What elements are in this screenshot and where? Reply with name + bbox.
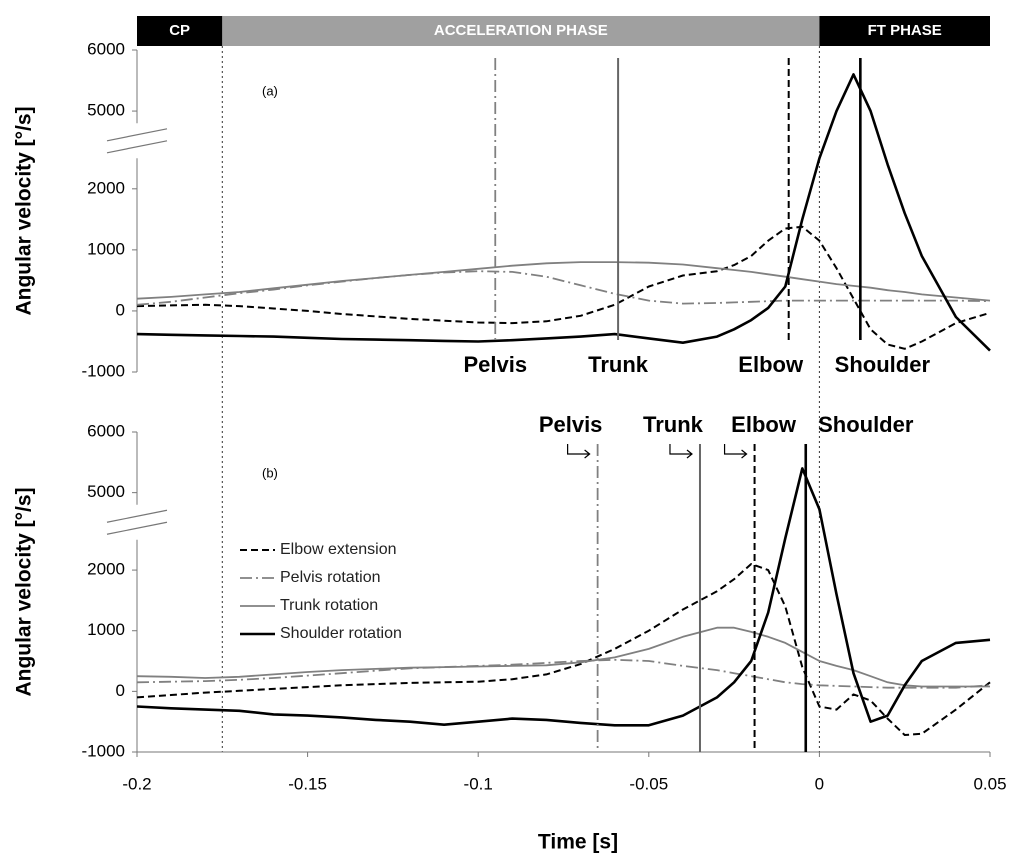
y-tick-label: 0	[116, 681, 125, 700]
y-tick-label: -1000	[82, 741, 125, 760]
peak-label: Shoulder	[818, 412, 914, 437]
series-line	[136, 73, 991, 352]
x-tick-label: -0.1	[464, 774, 493, 793]
axis-break-mark	[106, 509, 168, 523]
phase-block	[137, 16, 223, 46]
phase-label: ACCELERATION PHASE	[434, 22, 608, 39]
y-tick-label: 6000	[87, 421, 125, 440]
x-axis-label: Time [s]	[538, 831, 618, 854]
phase-label: FT PHASE	[868, 22, 942, 39]
panel-label: (b)	[262, 465, 278, 480]
y-tick-label: 5000	[87, 101, 125, 120]
x-tick-label: 0.05	[973, 774, 1006, 793]
legend-label: Shoulder rotation	[280, 625, 402, 642]
y-tick-label: 6000	[87, 39, 125, 58]
y-tick-label: 2000	[87, 560, 125, 579]
peak-label: Elbow	[738, 352, 804, 377]
series-line	[136, 225, 991, 350]
series-line	[136, 658, 991, 689]
peak-arrow	[567, 444, 591, 459]
x-tick-label: 0	[815, 774, 824, 793]
legend-label: Trunk rotation	[280, 597, 378, 614]
peak-arrow	[723, 444, 748, 459]
legend-label: Elbow extension	[280, 541, 397, 558]
phase-block	[222, 16, 820, 46]
peak-label: Shoulder	[835, 352, 931, 377]
panel-label: (a)	[262, 83, 278, 98]
y-tick-label: 2000	[87, 178, 125, 197]
peak-label: Trunk	[643, 412, 704, 437]
y-tick-label: 5000	[87, 482, 125, 501]
peak-label: Elbow	[731, 412, 797, 437]
peak-label: Pelvis	[539, 412, 603, 437]
phase-block	[819, 16, 990, 46]
x-tick-label: -0.2	[122, 774, 151, 793]
peak-label: Pelvis	[463, 352, 527, 377]
series-line	[136, 270, 991, 306]
peak-label: Trunk	[588, 352, 649, 377]
series-line	[136, 261, 991, 302]
legend-label: Pelvis rotation	[280, 569, 381, 586]
y-axis-label: Angular velocity [°/s]	[13, 487, 36, 696]
y-tick-label: 1000	[87, 239, 125, 258]
series-line	[136, 467, 991, 727]
series-line	[136, 626, 990, 688]
y-axis-label: Angular velocity [°/s]	[13, 106, 36, 315]
axis-break-mark	[106, 521, 168, 535]
phase-label: CP	[169, 22, 190, 39]
y-tick-label: 0	[116, 300, 125, 319]
x-tick-label: -0.05	[629, 774, 668, 793]
x-tick-label: -0.15	[288, 774, 327, 793]
y-tick-label: -1000	[82, 361, 125, 380]
series-line	[136, 563, 991, 736]
y-tick-label: 1000	[87, 620, 125, 639]
axis-break-mark	[106, 140, 168, 154]
axis-break-mark	[106, 128, 168, 142]
peak-arrow	[669, 444, 693, 459]
